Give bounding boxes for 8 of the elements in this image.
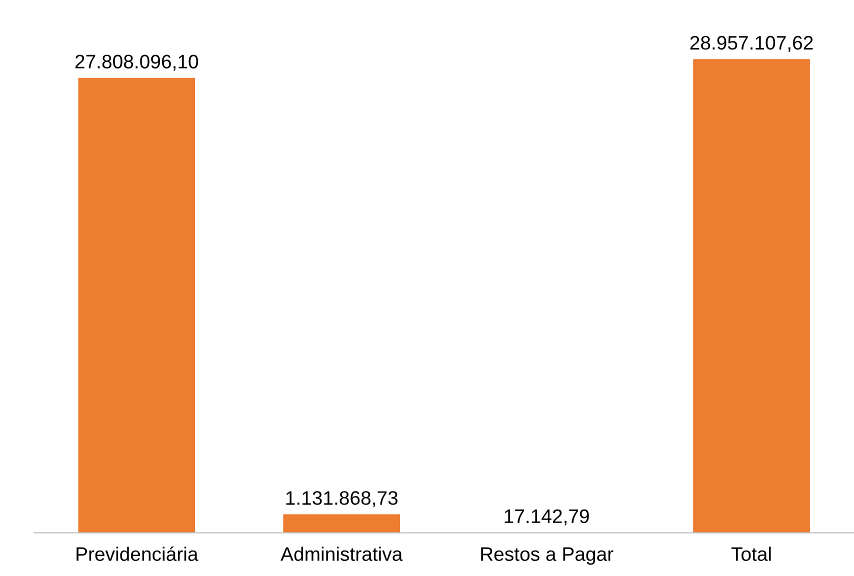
- x-tick-label: Restos a Pagar: [481, 547, 614, 565]
- data-label: 27.808.096,10: [75, 54, 198, 71]
- x-tick-label: Total: [731, 546, 771, 561]
- data-label: 28.957.107,62: [690, 36, 813, 52]
- data-label: 17.142,79: [504, 509, 589, 526]
- x-tick-label: Previdenciária: [76, 546, 198, 561]
- x-tick-label: Administrativa: [280, 546, 403, 561]
- data-label: 1.131.868,73: [286, 491, 398, 508]
